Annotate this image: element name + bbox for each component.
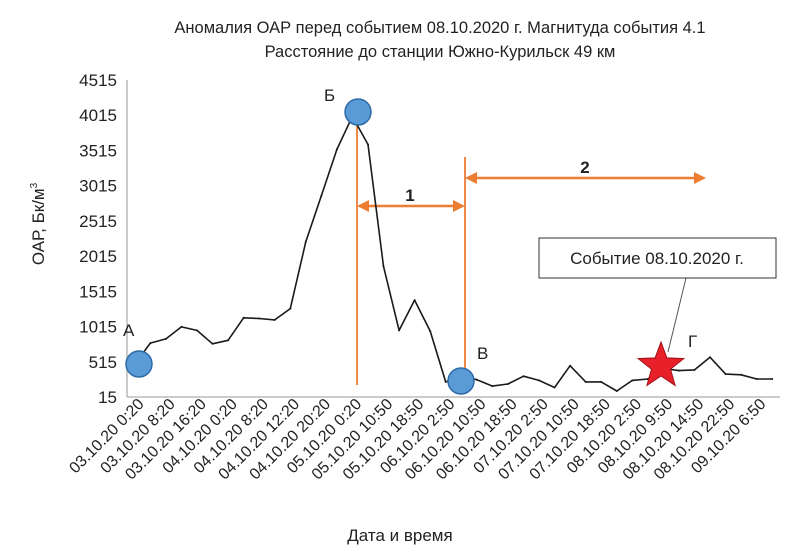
data-point <box>631 379 634 382</box>
data-point <box>600 380 603 383</box>
data-point <box>429 330 432 333</box>
y-axis-label-superscript: 3 <box>29 182 40 188</box>
data-point <box>724 373 727 376</box>
data-point <box>569 364 572 367</box>
interval-1-arrowhead-left <box>357 200 369 212</box>
y-tick-label: 15 <box>98 388 117 407</box>
y-axis-label-text: ОАР, Бк/м <box>29 188 48 265</box>
data-point <box>615 390 618 392</box>
data-point <box>522 375 525 378</box>
y-tick-label: 2015 <box>79 247 117 266</box>
interval-1-label: 1 <box>405 186 414 205</box>
data-point <box>273 318 276 321</box>
data-point <box>413 299 416 302</box>
y-axis-label: ОАР, Бк/м3 <box>29 182 48 265</box>
data-point <box>491 385 494 388</box>
event-callout-box <box>538 237 777 279</box>
data-point <box>180 325 183 328</box>
marker-v <box>447 367 475 395</box>
y-tick-label: 3015 <box>79 177 117 196</box>
y-tick-label: 1515 <box>79 282 117 301</box>
y-tick-label: 2515 <box>79 212 117 231</box>
x-axis-label: Дата и время <box>347 526 452 545</box>
marker-b <box>344 98 372 126</box>
data-point <box>398 329 401 332</box>
point-b-label: Б <box>324 86 335 105</box>
point-v-label: В <box>477 344 488 363</box>
data-point <box>164 337 167 340</box>
data-point <box>677 369 680 372</box>
event-callout-text: Событие 08.10.2020 г. <box>570 249 744 268</box>
point-g-label: Г <box>688 332 697 351</box>
y-tick-label: 1015 <box>79 318 117 337</box>
data-point <box>771 378 774 380</box>
interval-markers <box>356 112 706 385</box>
point-a-label: А <box>123 321 135 340</box>
chart-title-line1: Аномалия ОАР перед событием 08.10.2020 г… <box>174 19 705 37</box>
event-star-icon <box>636 340 686 387</box>
data-point <box>211 342 214 345</box>
chart-title-line2: Расстояние до станции Южно-Курильск 49 к… <box>265 43 616 61</box>
interval-2-label: 2 <box>580 158 589 177</box>
event-callout-pointer <box>667 277 687 353</box>
data-point <box>755 378 758 380</box>
y-tick-labels: 15 515 1015 1515 2015 2515 3015 3515 4015 4515 <box>79 71 117 407</box>
data-point <box>475 378 478 381</box>
data-point <box>693 368 696 371</box>
data-point <box>444 380 447 383</box>
data-point <box>538 379 540 382</box>
data-point <box>289 307 292 310</box>
data-point <box>227 339 230 342</box>
y-tick-label: 3515 <box>79 141 117 160</box>
data-point <box>304 240 307 243</box>
interval-2-arrowhead-left <box>465 172 477 184</box>
y-tick-label: 4015 <box>79 106 117 125</box>
interval-2-arrowhead-right <box>694 172 706 184</box>
data-point <box>149 342 152 345</box>
interval-1-arrowhead-right <box>453 200 465 212</box>
data-point <box>335 148 338 151</box>
data-point <box>506 383 509 385</box>
data-point <box>382 265 385 268</box>
marker-a <box>125 350 153 378</box>
data-point <box>367 143 369 146</box>
data-point <box>258 317 261 320</box>
data-point <box>320 194 323 197</box>
data-point <box>553 386 556 389</box>
data-point <box>740 373 743 376</box>
y-tick-label: 4515 <box>79 71 117 90</box>
data-point <box>709 356 711 359</box>
data-point <box>584 380 587 383</box>
data-point <box>196 329 198 332</box>
y-tick-label: 515 <box>89 353 117 372</box>
data-point <box>242 316 245 319</box>
